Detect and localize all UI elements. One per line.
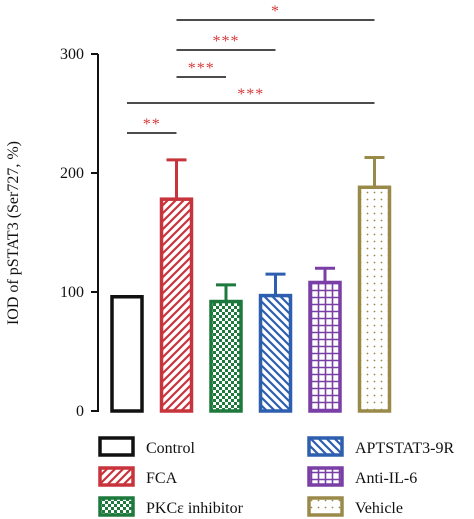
legend-swatch <box>307 436 344 457</box>
legend-label: Vehicle <box>355 500 403 517</box>
legend-swatch <box>98 466 135 487</box>
legend-item: FCA <box>98 466 178 487</box>
legend-item: Vehicle <box>307 496 403 517</box>
bar-group <box>110 295 144 413</box>
legend: Control FCA PKCε inhibitor APTSTAT3-9R Anti-… <box>98 436 455 517</box>
significance-label: *** <box>213 33 240 50</box>
legend-label: Control <box>146 440 195 457</box>
legend-swatch <box>98 496 135 517</box>
bar <box>357 185 392 413</box>
legend-label: APTSTAT3-9R <box>355 440 455 457</box>
bar-group <box>258 272 293 413</box>
y-tick-label: 200 <box>60 165 84 182</box>
legend-item: PKCε inhibitor <box>98 496 244 517</box>
legend-item: Control <box>98 436 195 457</box>
bar-group <box>308 266 342 413</box>
y-tick-label: 100 <box>60 284 84 301</box>
legend-item: APTSTAT3-9R <box>307 436 455 457</box>
bar <box>308 280 342 413</box>
significance-label: * <box>271 3 280 20</box>
significance-label: *** <box>237 86 264 103</box>
bars <box>110 156 392 413</box>
bar <box>209 299 243 413</box>
legend-item: Anti-IL-6 <box>307 466 417 487</box>
y-axis-label: IOD of pSTAT3 (Ser727, %) <box>5 141 22 325</box>
bar-group <box>357 156 392 413</box>
y-tick-label: 0 <box>76 403 84 420</box>
significance-brackets: ************ <box>127 3 375 134</box>
legend-swatch <box>98 436 135 457</box>
legend-label: PKCε inhibitor <box>146 500 244 517</box>
bar <box>159 197 194 413</box>
bar-group <box>159 158 194 413</box>
bar-group <box>209 283 243 413</box>
bar <box>258 293 293 413</box>
significance-label: *** <box>188 60 215 77</box>
significance-label: ** <box>143 116 161 133</box>
legend-swatch <box>307 466 344 487</box>
legend-label: FCA <box>146 470 178 487</box>
y-axis: 0 100 200 300 <box>60 46 99 420</box>
y-tick-label: 300 <box>60 46 84 63</box>
bar <box>110 295 144 413</box>
legend-swatch <box>307 496 344 517</box>
legend-label: Anti-IL-6 <box>355 470 417 487</box>
